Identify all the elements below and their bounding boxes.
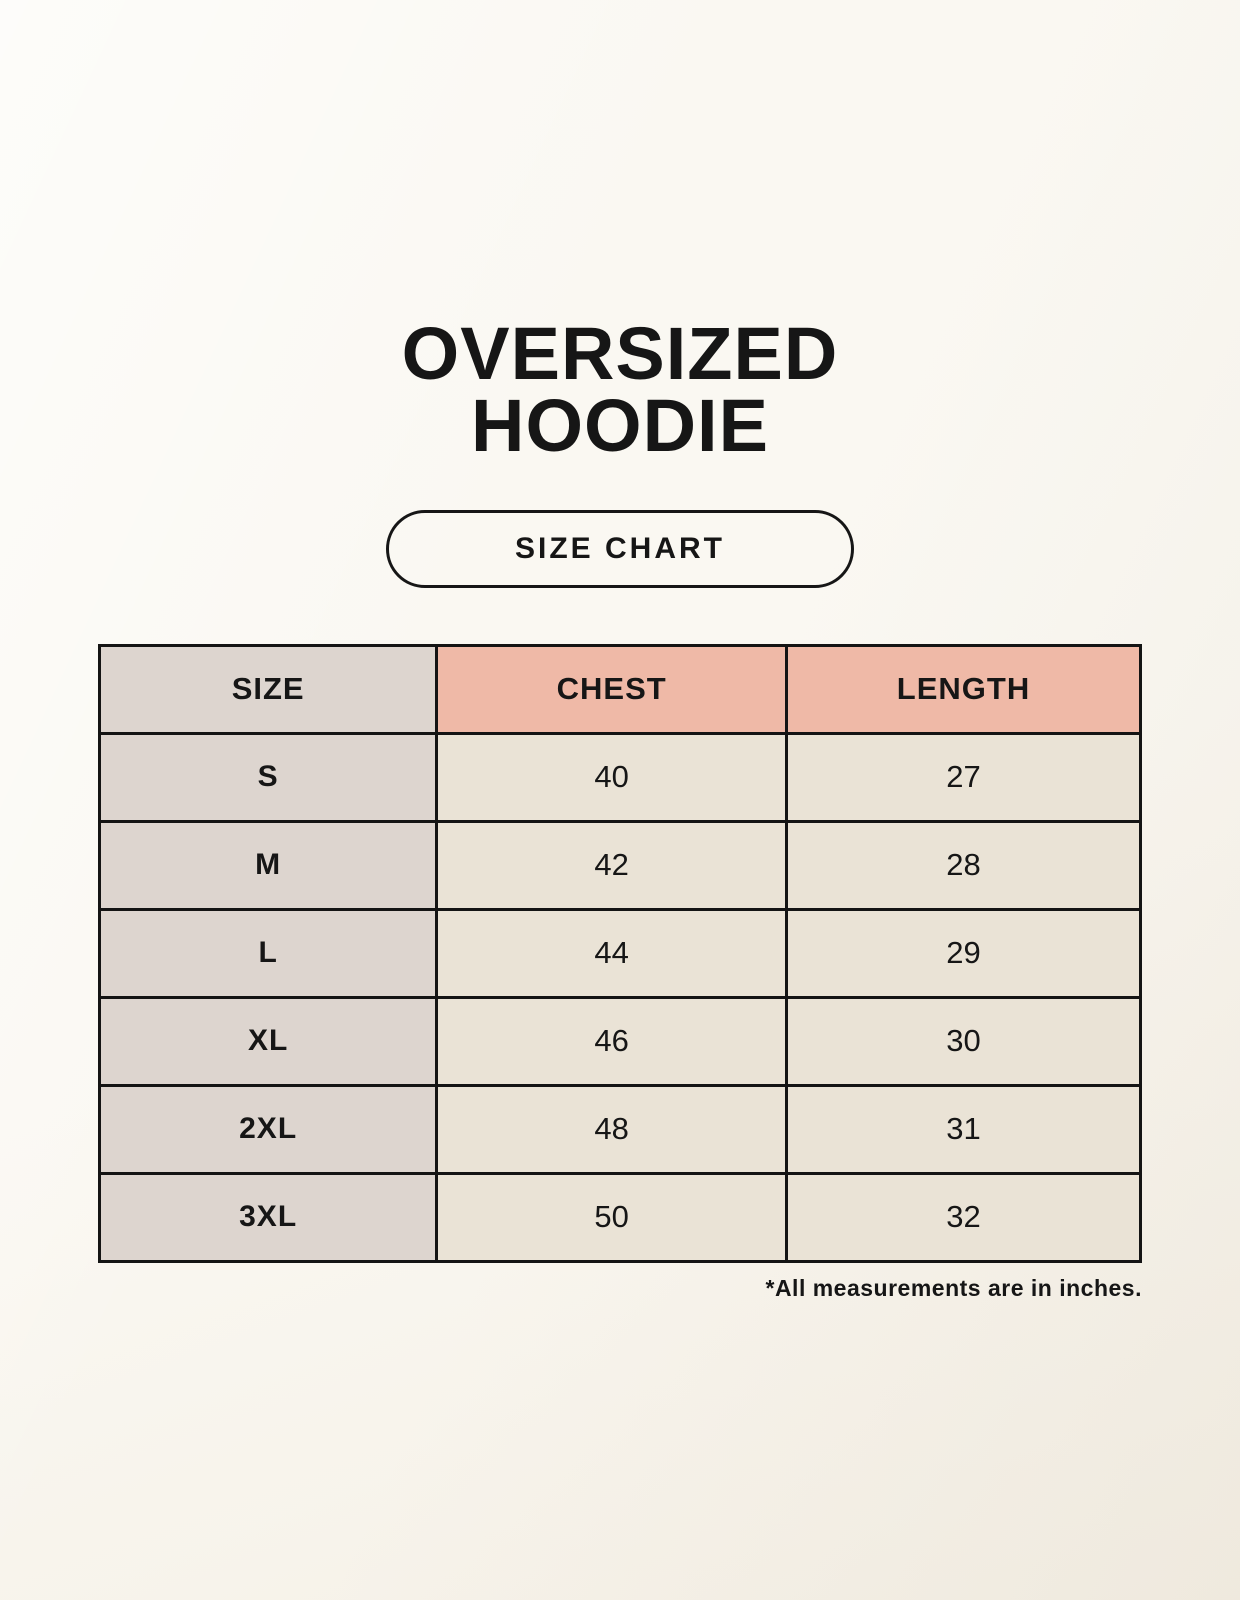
chest-cell: 42 [435,819,789,911]
table-row: S 40 27 [97,731,1142,823]
length-cell: 28 [785,819,1142,911]
size-cell: 3XL [97,1171,439,1263]
chest-cell: 46 [435,995,789,1087]
size-cell: S [97,731,439,823]
table-header-row: SIZE CHEST LENGTH [97,643,1142,735]
page-title-line-2: HOODIE [471,383,769,467]
size-cell: M [97,819,439,911]
table-row: M 42 28 [97,819,1142,911]
column-header-length: LENGTH [785,643,1142,735]
chest-cell: 44 [435,907,789,999]
size-cell: XL [97,995,439,1087]
page-title: OVERSIZED HOODIE [0,0,1240,467]
page-title-line-1: OVERSIZED [401,312,839,395]
table-row: 2XL 48 31 [97,1083,1142,1175]
chest-cell: 48 [435,1083,789,1175]
column-header-chest: CHEST [435,643,789,735]
table-row: XL 46 30 [97,995,1142,1087]
length-cell: 31 [785,1083,1142,1175]
length-cell: 32 [785,1171,1142,1263]
chest-cell: 40 [435,731,789,823]
length-cell: 29 [785,907,1142,999]
table-row: 3XL 50 32 [97,1171,1142,1263]
size-cell: 2XL [97,1083,439,1175]
size-chart-table: SIZE CHEST LENGTH S 40 27 M 42 28 L 44 2… [97,643,1142,1263]
length-cell: 27 [785,731,1142,823]
table-row: L 44 29 [97,907,1142,999]
size-cell: L [97,907,439,999]
column-header-size: SIZE [97,643,439,735]
size-chart-button[interactable]: SIZE CHART [386,509,854,588]
length-cell: 30 [785,995,1142,1087]
measurements-footnote: *All measurements are in inches. [765,1274,1142,1301]
chest-cell: 50 [435,1171,789,1263]
